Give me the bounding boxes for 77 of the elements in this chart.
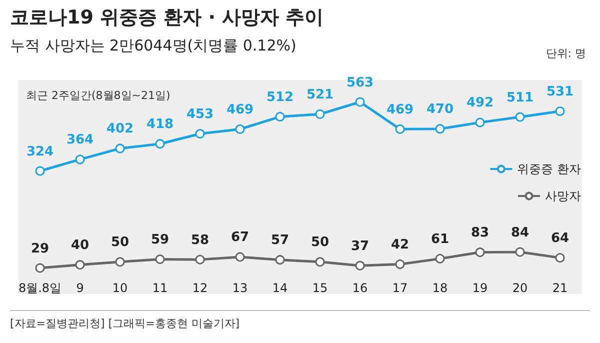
- x-tick-label: 20: [512, 281, 528, 295]
- x-tick-label: 10: [112, 281, 128, 295]
- point: [555, 253, 565, 263]
- data-label: 469: [386, 102, 414, 118]
- annotation: 최근 2주일간(8월8일~21일): [26, 89, 170, 102]
- legend-label: 사망자: [545, 189, 581, 203]
- data-label: 29: [30, 241, 50, 256]
- legend-label: 위중증 환자: [517, 162, 582, 176]
- point: [75, 154, 85, 164]
- data-label: 59: [150, 232, 170, 248]
- x-tick-label: 15: [312, 281, 328, 295]
- point: [395, 124, 405, 134]
- data-label: 492: [466, 96, 494, 111]
- point: [235, 252, 245, 262]
- x-tick-label: 9: [76, 281, 84, 295]
- x-tick-label: 14: [272, 281, 288, 295]
- x-tick-label: 17: [392, 281, 408, 295]
- data-label: 37: [350, 238, 370, 254]
- data-label: 64: [550, 231, 570, 246]
- point: [75, 260, 85, 270]
- point: [275, 255, 285, 265]
- data-label: 469: [226, 102, 254, 118]
- data-label: 563: [346, 75, 374, 90]
- x-tick-label: 8월.8일: [18, 281, 62, 295]
- text: 단위: 명: [546, 47, 586, 60]
- data-label: 84: [510, 225, 530, 240]
- text: [자료=질병관리청] [그래픽=홍종현 미술기자]: [10, 317, 240, 330]
- data-label: 364: [66, 132, 94, 148]
- point: [315, 257, 325, 267]
- data-label: 83: [470, 226, 490, 241]
- point: [435, 124, 445, 134]
- point: [115, 257, 125, 267]
- point: [515, 112, 525, 122]
- point: [155, 254, 165, 264]
- point: [475, 118, 485, 128]
- x-tick-label: 13: [232, 281, 248, 295]
- data-label: 470: [426, 102, 454, 118]
- point: [195, 129, 205, 139]
- point: [235, 124, 245, 134]
- point: [195, 254, 205, 264]
- data-label: 50: [310, 235, 330, 250]
- point: [315, 109, 325, 119]
- point: [515, 247, 525, 257]
- chart-title: 코로나19 위중증 환자 · 사망자 추이: [10, 6, 324, 28]
- data-label: 42: [390, 237, 410, 252]
- point: [395, 259, 405, 269]
- point: [155, 139, 165, 149]
- x-tick-label: 19: [472, 281, 488, 295]
- point: [475, 248, 485, 258]
- point: [35, 263, 45, 273]
- point: [355, 260, 365, 270]
- point: [115, 144, 125, 154]
- x-tick-label: 21: [552, 281, 568, 295]
- data-label: 50: [110, 235, 130, 250]
- data-label: 40: [70, 238, 90, 254]
- data-label: 61: [430, 232, 450, 247]
- data-label: 511: [506, 90, 534, 106]
- data-label: 58: [190, 232, 210, 248]
- data-label: 531: [546, 84, 574, 100]
- data-label: 418: [146, 117, 174, 132]
- x-tick-label: 16: [352, 281, 368, 295]
- point: [35, 166, 45, 176]
- point: [355, 97, 365, 107]
- x-tick-label: 12: [192, 281, 208, 295]
- data-label: 57: [270, 233, 290, 248]
- chart-subtitle: 누적 사망자는 2만6044명(치명률 0.12%): [10, 36, 296, 54]
- data-label: 402: [106, 122, 134, 137]
- point: [555, 106, 565, 116]
- data-label: 324: [26, 144, 54, 160]
- point: [275, 112, 285, 122]
- data-label: 453: [186, 107, 214, 122]
- x-tick-label: 18: [432, 281, 448, 295]
- point: [435, 254, 445, 264]
- data-label: 67: [230, 230, 250, 246]
- data-label: 521: [306, 87, 334, 102]
- x-tick-label: 11: [152, 281, 168, 295]
- data-label: 512: [266, 90, 294, 105]
